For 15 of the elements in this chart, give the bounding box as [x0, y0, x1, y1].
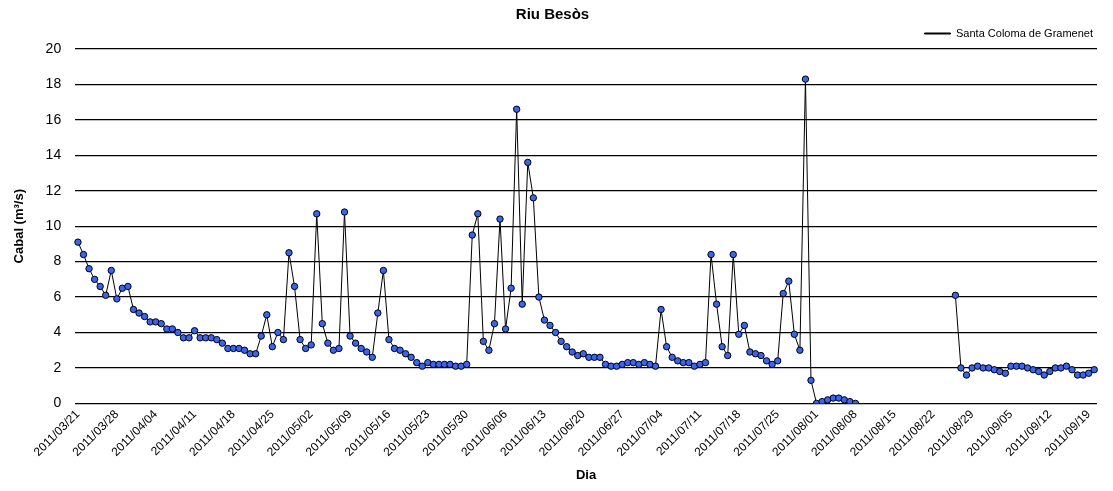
- y-axis-title: Cabal (m³/s): [11, 188, 27, 264]
- y-tick-label: 16: [45, 110, 62, 127]
- y-tick-label: 20: [45, 39, 62, 56]
- y-tick-label: 14: [45, 146, 62, 163]
- chart-title: Riu Besòs: [515, 5, 590, 23]
- y-tick-label: 4: [53, 323, 62, 340]
- legend-label: Santa Coloma de Gramenet: [956, 26, 1094, 39]
- y-tick-label: 8: [53, 252, 62, 269]
- y-tick-label: 12: [45, 181, 62, 198]
- y-tick-label: 0: [53, 394, 62, 411]
- y-tick-label: 6: [53, 287, 62, 304]
- y-tick-label: 10: [45, 217, 62, 234]
- x-axis-title: Dia: [575, 466, 597, 482]
- y-tick-label: 18: [45, 75, 62, 92]
- y-tick-label: 2: [53, 358, 62, 375]
